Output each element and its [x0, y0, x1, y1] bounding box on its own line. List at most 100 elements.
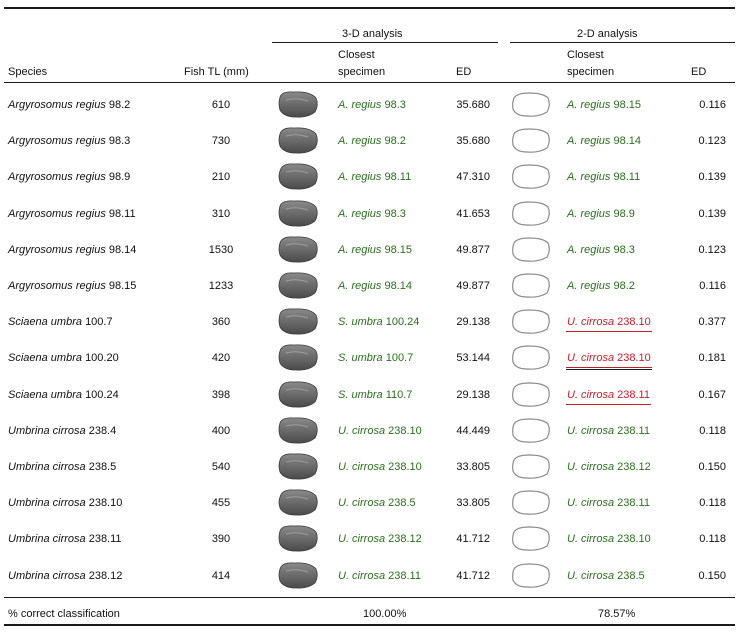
table-row: Umbrina cirrosa 238.5 540 U. cirrosa 238.1… [0, 450, 739, 486]
otolith-3d-icon [278, 200, 318, 227]
table-row: Sciaena umbra 100.20 420 S. umbra 100.7 53.… [0, 341, 739, 377]
closest-3d-id: 238.10 [388, 461, 422, 473]
closest-2d-id: 98.15 [613, 99, 642, 111]
group-rule-2d [510, 42, 735, 43]
closest-3d-id: 98.15 [384, 243, 413, 256]
otolith-3d-image [276, 160, 320, 192]
otolith-outline-icon [512, 526, 550, 552]
specimen-id: 98.9 [108, 171, 131, 184]
table-row: Umbrina cirrosa 238.12 414 U. cirrosa 238.… [0, 559, 739, 595]
ed-3d-cell: 33.805 [456, 497, 490, 510]
ed-2d-cell: 0.123 [698, 135, 726, 148]
closest-3d-cell: A. regius 98.2 [338, 135, 406, 148]
ed-3d-cell: 49.877 [456, 280, 490, 292]
species-cell: Argyrosomus regius 98.11 [8, 208, 136, 221]
header-closest-3d-line1: Closest [338, 49, 375, 61]
species-name: Argyrosomus regius [8, 243, 106, 256]
ed-3d-cell: 33.805 [456, 461, 490, 473]
closest-2d-species: U. cirrosa [567, 533, 615, 546]
otolith-2d-outline [509, 343, 553, 373]
header-closest-3d-line2: specimen [338, 66, 386, 78]
otolith-outline-icon [512, 200, 550, 226]
table-row: Umbrina cirrosa 238.11 390 U. cirrosa 238.… [0, 522, 739, 558]
table-row: Argyrosomus regius 98.11 310 A. regius 98.… [0, 197, 739, 233]
specimen-id: 238.11 [88, 533, 122, 546]
closest-3d-cell: S. umbra 110.7 [338, 389, 412, 402]
otolith-2d-outline [509, 488, 553, 518]
fish-tl-cell: 210 [211, 171, 231, 184]
otolith-3d-image [276, 341, 320, 373]
ed-2d-cell: 0.118 [699, 424, 726, 437]
header-rule [4, 82, 735, 83]
otolith-2d-outline [509, 380, 553, 410]
otolith-3d-icon [278, 489, 318, 516]
otolith-3d-icon [278, 91, 318, 118]
table-row: Argyrosomus regius 98.2 610 A. regius 98.3… [0, 88, 739, 124]
closest-3d-species: A. regius [338, 243, 382, 256]
closest-3d-species: U. cirrosa [338, 424, 386, 437]
closest-2d-id: 238.11 [617, 424, 650, 437]
closest-2d-id: 98.14 [613, 135, 642, 148]
closest-3d-cell: A. regius 98.15 [338, 244, 412, 257]
otolith-outline-icon [512, 454, 550, 479]
ed-2d-cell: 0.139 [698, 207, 726, 220]
ed-2d-cell: 0.167 [698, 388, 726, 401]
otolith-3d-icon [278, 381, 318, 408]
otolith-3d-icon [278, 308, 318, 335]
closest-2d-species: U. cirrosa [567, 497, 615, 510]
closest-2d-cell: A. regius 98.15 [567, 99, 641, 112]
closest-2d-cell: A. regius 98.2 [567, 280, 635, 293]
specimen-id: 98.3 [108, 135, 131, 148]
species-name: Argyrosomus regius [8, 171, 106, 184]
otolith-outline-icon [512, 237, 550, 262]
otolith-3d-image [276, 305, 320, 337]
closest-2d-id: 238.10 [617, 352, 651, 365]
specimen-id: 238.12 [88, 569, 123, 582]
species-name: Argyrosomus regius [8, 207, 106, 220]
closest-2d-species: A. regius [567, 280, 611, 292]
closest-2d-id: 238.5 [617, 569, 645, 582]
species-name: Argyrosomus regius [8, 99, 106, 111]
otolith-outline-icon [512, 490, 550, 515]
fish-tl-cell: 414 [211, 569, 231, 582]
otolith-outline-icon [512, 128, 550, 153]
closest-2d-species: A. regius [567, 171, 611, 184]
species-cell: Argyrosomus regius 98.9 [8, 171, 130, 184]
specimen-id: 98.14 [108, 243, 137, 256]
fish-tl-cell: 420 [211, 352, 231, 365]
otolith-3d-image [276, 233, 320, 265]
final-rule [4, 624, 735, 626]
closest-2d-species: A. regius [567, 99, 611, 111]
ed-3d-cell: 41.712 [456, 569, 490, 582]
footer-pct-3d: 100.00% [363, 608, 407, 620]
closest-2d-id: 238.12 [617, 461, 651, 473]
closest-3d-species: A. regius [338, 171, 382, 184]
closest-2d-cell: U. cirrosa 238.11 [567, 497, 650, 510]
ed-3d-cell: 29.138 [456, 316, 490, 329]
closest-2d-id: 238.11 [617, 497, 650, 510]
closest-3d-species: A. regius [338, 135, 382, 148]
fish-tl-cell: 360 [211, 316, 231, 329]
otolith-3d-icon [278, 344, 318, 371]
closest-2d-cell: A. regius 98.9 [567, 208, 635, 221]
closest-2d-cell: U. cirrosa 238.11 [567, 425, 650, 438]
otolith-outline-icon [512, 92, 550, 117]
closest-2d-cell: U. cirrosa 238.10 [566, 316, 652, 333]
specimen-id: 100.24 [85, 388, 119, 401]
closest-3d-id: 100.7 [385, 352, 414, 365]
closest-2d-id: 238.10 [617, 316, 651, 329]
specimen-id: 100.20 [85, 352, 119, 365]
otolith-2d-outline [509, 307, 553, 337]
group-title-2d: 2-D analysis [577, 28, 638, 40]
closest-2d-cell: U. cirrosa 238.12 [567, 461, 651, 474]
species-name: Sciaena umbra [8, 388, 82, 401]
ed-2d-cell: 0.116 [699, 99, 726, 111]
closest-3d-id: 98.14 [384, 280, 413, 292]
ed-3d-cell: 29.138 [456, 388, 490, 401]
closest-3d-cell: U. cirrosa 238.10 [338, 425, 422, 438]
otolith-3d-image [276, 486, 320, 518]
header-ed-2d: ED [691, 66, 707, 78]
otolith-3d-icon [278, 236, 318, 263]
species-cell: Sciaena umbra 100.7 [8, 316, 113, 329]
closest-2d-species: A. regius [567, 135, 611, 148]
